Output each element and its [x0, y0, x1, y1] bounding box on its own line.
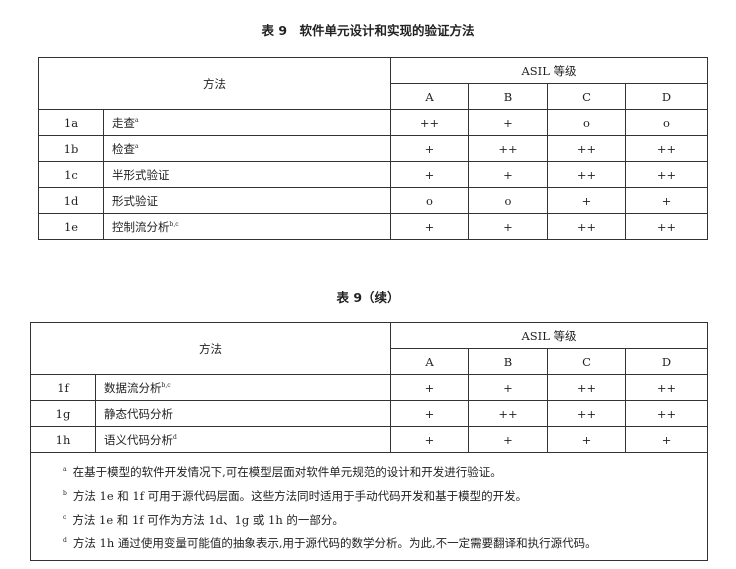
- footnote-mark: b: [63, 489, 67, 497]
- rating-cell: +: [468, 426, 548, 453]
- method-name: 形式验证: [112, 193, 158, 208]
- method-name: 半形式验证: [112, 167, 170, 182]
- level-header: C: [547, 348, 626, 375]
- rating-cell: ++: [547, 161, 626, 188]
- footnote-text: 方法 1e 和 1f 可用于源代码层面。这些方法同时适用于手动代码开发和基于模型…: [72, 488, 528, 503]
- rating-cell: ++: [624, 374, 709, 401]
- footnote-text: 在基于模型的软件开发情况下,可在模型层面对软件单元规范的设计和开发进行验证。: [72, 464, 502, 479]
- method-name: 数据流分析: [104, 380, 162, 395]
- rating-cell: +: [390, 374, 469, 401]
- rating-cell: ++: [624, 400, 709, 427]
- rating-cell: +: [468, 374, 548, 401]
- rating-cell: +: [390, 400, 469, 427]
- footnotes: a 在基于模型的软件开发情况下,可在模型层面对软件单元规范的设计和开发进行验证。 b…: [29, 451, 709, 562]
- table-row: 1g 静态代码分析 + ++ ++ ++: [30, 400, 709, 427]
- rating-cell: ++: [468, 135, 548, 162]
- level-header: C: [547, 83, 626, 110]
- footnote-text: 方法 1h 通过使用变量可能值的抽象表示,用于源代码的数学分析。为此,不一定需要…: [72, 536, 597, 551]
- method-id: 1f: [30, 374, 96, 401]
- rating-cell: +: [390, 161, 469, 188]
- table-row: 1a 走查a ++ + o o: [38, 109, 709, 136]
- rating-cell: ++: [547, 374, 626, 401]
- level-header: A: [390, 83, 469, 110]
- footnote-mark: d: [63, 537, 67, 545]
- level-header: B: [468, 83, 548, 110]
- footnote-ref: a: [135, 116, 139, 124]
- method-name-cell: 形式验证: [103, 187, 391, 214]
- rating-cell: +: [468, 109, 548, 136]
- asil-header: ASIL 等级: [389, 57, 709, 84]
- table1-title: 表 9 软件单元设计和实现的验证方法: [261, 23, 475, 38]
- footnote-ref: b,c: [169, 220, 179, 228]
- table-row: 1h 语义代码分析d + + + +: [30, 426, 709, 453]
- rating-cell: o: [390, 187, 469, 214]
- footnote: a 在基于模型的软件开发情况下,可在模型层面对软件单元规范的设计和开发进行验证。: [63, 459, 707, 483]
- rating-cell: +: [547, 426, 626, 453]
- method-id: 1h: [30, 426, 96, 453]
- level-header: B: [468, 348, 548, 375]
- method-name-cell: 语义代码分析d: [95, 426, 391, 453]
- footnote: d 方法 1h 通过使用变量可能值的抽象表示,用于源代码的数学分析。为此,不一定需…: [63, 530, 707, 554]
- footnote-mark: c: [63, 513, 67, 521]
- rating-cell: +: [390, 213, 469, 240]
- method-name: 语义代码分析: [104, 432, 173, 447]
- rating-cell: ++: [547, 213, 626, 240]
- method-name-cell: 静态代码分析: [95, 400, 391, 427]
- rating-cell: ++: [624, 135, 709, 162]
- footnote-ref: a: [135, 142, 139, 150]
- method-id: 1g: [30, 400, 96, 427]
- method-header: 方法: [30, 322, 391, 375]
- table-row: 1b 检查a + ++ ++ ++: [38, 135, 709, 162]
- level-header: D: [624, 83, 709, 110]
- rating-cell: +: [624, 426, 709, 453]
- table-row: 1f 数据流分析b,c + + ++ ++: [30, 374, 709, 401]
- rating-cell: +: [624, 187, 709, 214]
- method-id: 1b: [38, 135, 104, 162]
- rating-cell: ++: [547, 400, 626, 427]
- footnote-ref: d: [173, 433, 177, 441]
- method-name-cell: 走查a: [103, 109, 391, 136]
- rating-cell: ++: [624, 161, 709, 188]
- method-id: 1d: [38, 187, 104, 214]
- rating-cell: o: [547, 109, 626, 136]
- level-header: D: [624, 348, 709, 375]
- table-row: 1c 半形式验证 + + ++ ++: [38, 161, 709, 188]
- footnote: c 方法 1e 和 1f 可作为方法 1d、1g 或 1h 的一部分。: [63, 507, 707, 531]
- method-name-cell: 检查a: [103, 135, 391, 162]
- method-name-cell: 半形式验证: [103, 161, 391, 188]
- method-id: 1c: [38, 161, 104, 188]
- method-name: 静态代码分析: [104, 406, 173, 421]
- level-header: A: [390, 348, 469, 375]
- rating-cell: +: [468, 161, 548, 188]
- method-name-cell: 控制流分析b,c: [103, 213, 391, 240]
- method-name: 检查: [112, 141, 135, 156]
- table-row: 1d 形式验证 o o + +: [38, 187, 709, 214]
- method-header: 方法: [38, 57, 391, 110]
- rating-cell: o: [624, 109, 709, 136]
- method-name: 控制流分析: [112, 219, 170, 234]
- method-name: 走查: [112, 115, 135, 130]
- rating-cell: ++: [624, 213, 709, 240]
- table-row: 1e 控制流分析b,c + + ++ ++: [38, 213, 709, 240]
- rating-cell: +: [468, 213, 548, 240]
- asil-header: ASIL 等级: [389, 322, 709, 349]
- method-id: 1a: [38, 109, 104, 136]
- rating-cell: ++: [468, 400, 548, 427]
- rating-cell: o: [468, 187, 548, 214]
- footnote-ref: b,c: [161, 381, 171, 389]
- rating-cell: ++: [390, 109, 469, 136]
- footnote-text: 方法 1e 和 1f 可作为方法 1d、1g 或 1h 的一部分。: [72, 512, 344, 527]
- rating-cell: +: [390, 426, 469, 453]
- rating-cell: +: [547, 187, 626, 214]
- footnote-mark: a: [63, 466, 67, 473]
- footnote: b 方法 1e 和 1f 可用于源代码层面。这些方法同时适用于手动代码开发和基于模…: [63, 483, 707, 507]
- table2-title: 表 9（续）: [336, 290, 400, 305]
- method-name-cell: 数据流分析b,c: [95, 374, 391, 401]
- rating-cell: +: [390, 135, 469, 162]
- rating-cell: ++: [547, 135, 626, 162]
- method-id: 1e: [38, 213, 104, 240]
